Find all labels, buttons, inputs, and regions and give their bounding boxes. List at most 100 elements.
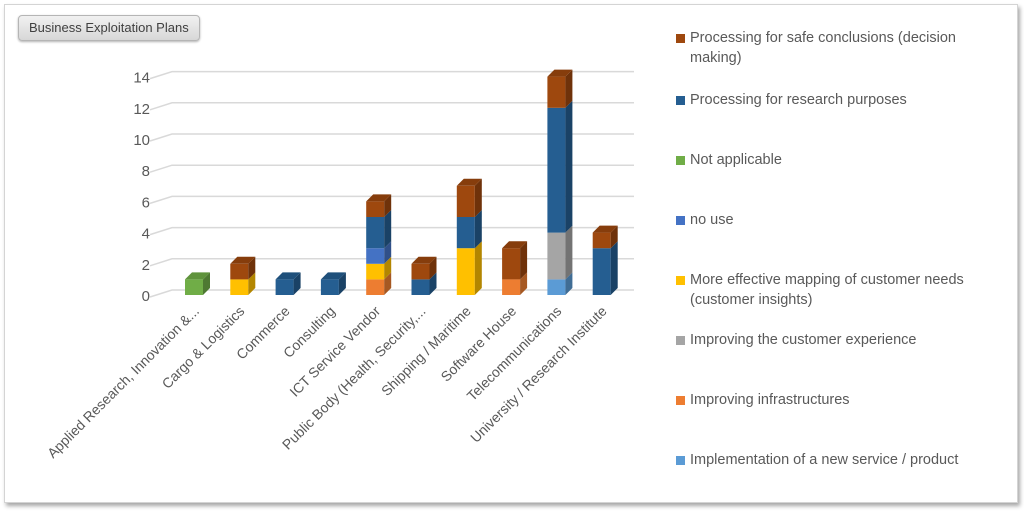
bar-segment-side (384, 210, 392, 249)
bar-stack-3 (320, 272, 346, 295)
bar-segment[interactable] (411, 263, 430, 280)
bar-top (411, 256, 437, 264)
bar-segment[interactable] (411, 279, 430, 295)
bar-top (456, 178, 482, 186)
bar-segment-side (384, 256, 392, 280)
legend-swatch (676, 456, 685, 465)
legend-item[interactable]: Processing for research purposes (676, 90, 1006, 110)
y-tick-label: 12 (133, 101, 150, 118)
legend-label: Improving infrastructures (690, 392, 850, 408)
y-tick-label: 2 (142, 257, 150, 274)
bar-segment[interactable] (366, 279, 385, 295)
bar-segment-side (384, 194, 392, 217)
bar-segment[interactable] (547, 232, 566, 280)
legend-label: no use (690, 212, 734, 228)
bar-segment[interactable] (547, 279, 566, 295)
bar-segment-side (248, 272, 256, 295)
bar-segment-side (565, 69, 573, 108)
legend-item[interactable]: no use (676, 210, 1006, 230)
bar-segment[interactable] (320, 279, 339, 295)
x-category-label: Cargo & Logistics (159, 303, 248, 392)
bar-stack-4 (366, 194, 392, 295)
bar-segment-side (520, 241, 528, 280)
legend-swatch (676, 396, 685, 405)
bar-stack-0 (185, 272, 210, 295)
legend-item[interactable]: More effective mapping of customer needs… (676, 270, 1006, 310)
gridline-12 (149, 102, 634, 111)
bar-top (502, 241, 528, 249)
bar-top (366, 194, 392, 202)
bar-segment-side (610, 225, 618, 249)
bar-segment-side (610, 241, 618, 295)
bar-segment[interactable] (366, 263, 385, 280)
y-tick-label: 8 (142, 163, 150, 180)
bar-segment[interactable] (592, 232, 611, 249)
bar-segment-side (565, 225, 573, 280)
y-tick-label: 0 (142, 288, 150, 305)
bar-segment-side (384, 272, 392, 295)
bar-segment-side (429, 256, 437, 280)
bar-segment-side (474, 241, 482, 295)
legend-swatch (676, 34, 685, 43)
legend-label: More effective mapping of customer needs… (690, 272, 964, 308)
bar-top (547, 69, 573, 77)
bar-top (320, 272, 346, 280)
legend-item[interactable]: Improving infrastructures (676, 390, 1006, 410)
bar-segment[interactable] (592, 248, 611, 295)
bar-segment-side (474, 210, 482, 249)
bar-stack-7 (502, 241, 528, 295)
bar-stack-1 (230, 256, 256, 295)
bar-segment[interactable] (366, 201, 385, 217)
x-axis-categories: Applied Research, Innovation &...Cargo &… (44, 303, 610, 461)
bar-segment-side (520, 272, 528, 295)
bar-segment-side (474, 178, 482, 217)
legend-label: Processing for research purposes (690, 92, 907, 108)
y-tick-label: 14 (133, 70, 150, 87)
bar-segment[interactable] (547, 107, 566, 233)
legend-swatch (676, 156, 685, 165)
bar-stack-5 (411, 256, 437, 295)
bar-segment-side (338, 272, 346, 295)
bar-segment-side (203, 272, 210, 295)
gridline-8 (149, 164, 634, 173)
bar-segment[interactable] (366, 248, 385, 264)
bar-segment[interactable] (456, 185, 475, 217)
bar-stack-8 (547, 69, 573, 295)
bar-segment[interactable] (456, 248, 475, 295)
legend-swatch (676, 336, 685, 345)
bar-stack-6 (456, 178, 482, 295)
y-tick-label: 6 (142, 194, 150, 211)
gridline-10 (149, 133, 634, 142)
bar-segment-side (384, 241, 392, 264)
legend-label: Implementation of a new service / produc… (690, 452, 959, 468)
bars (185, 69, 618, 295)
gridline-14 (149, 70, 634, 80)
legend-swatch (676, 96, 685, 105)
bar-segment-side (565, 272, 573, 295)
bar-segment[interactable] (456, 217, 475, 249)
bar-segment[interactable] (502, 279, 521, 295)
legend-item[interactable]: Implementation of a new service / produc… (676, 450, 1006, 470)
legend-item[interactable]: Processing for safe conclusions (decisio… (676, 28, 1006, 68)
bar-segment[interactable] (185, 279, 203, 295)
bar-segment-side (248, 256, 256, 280)
bar-segment-side (565, 100, 573, 233)
bar-segment-side (429, 272, 437, 295)
bar-segment-side (293, 272, 301, 295)
bar-segment[interactable] (547, 76, 566, 108)
bar-stack-2 (275, 272, 301, 295)
chart-title-button[interactable]: Business Exploitation Plans (18, 15, 200, 41)
legend-label: Not applicable (690, 152, 782, 168)
legend-item[interactable]: Not applicable (676, 150, 1006, 170)
legend-swatch (676, 216, 685, 225)
bar-top (592, 225, 618, 233)
bar-stack-9 (592, 225, 618, 295)
legend-label: Improving the customer experience (690, 332, 917, 348)
legend-item[interactable]: Improving the customer experience (676, 330, 1006, 350)
bar-segment[interactable] (230, 263, 249, 280)
bar-segment[interactable] (366, 217, 385, 249)
bar-segment[interactable] (502, 248, 521, 280)
bar-segment[interactable] (230, 279, 249, 295)
bar-segment[interactable] (275, 279, 294, 295)
